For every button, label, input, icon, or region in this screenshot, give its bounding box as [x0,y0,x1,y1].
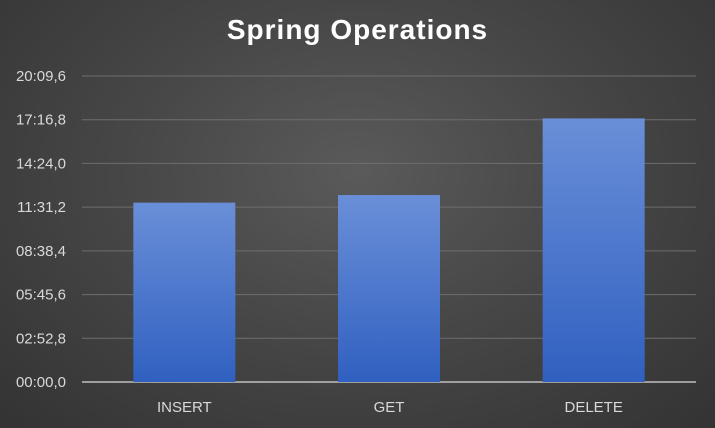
x-tick-label: DELETE [564,399,622,416]
y-tick-label: 05:45,6 [16,287,66,304]
y-tick-label: 14:24,0 [16,155,66,172]
y-tick-label: 02:52,8 [16,330,66,347]
y-tick-label: 08:38,4 [16,243,66,260]
x-tick-label: GET [374,399,405,416]
chart-title: Spring Operations [226,14,489,45]
y-tick-label: 00:00,0 [16,374,66,391]
y-tick-label: 20:09,6 [16,68,66,85]
x-tick-label: INSERT [157,399,212,416]
bar-get [338,195,440,382]
bar-insert [133,202,236,382]
bar-delete [542,118,645,383]
y-tick-label: 17:16,8 [16,112,66,129]
y-tick-label: 11:31,2 [17,199,66,216]
